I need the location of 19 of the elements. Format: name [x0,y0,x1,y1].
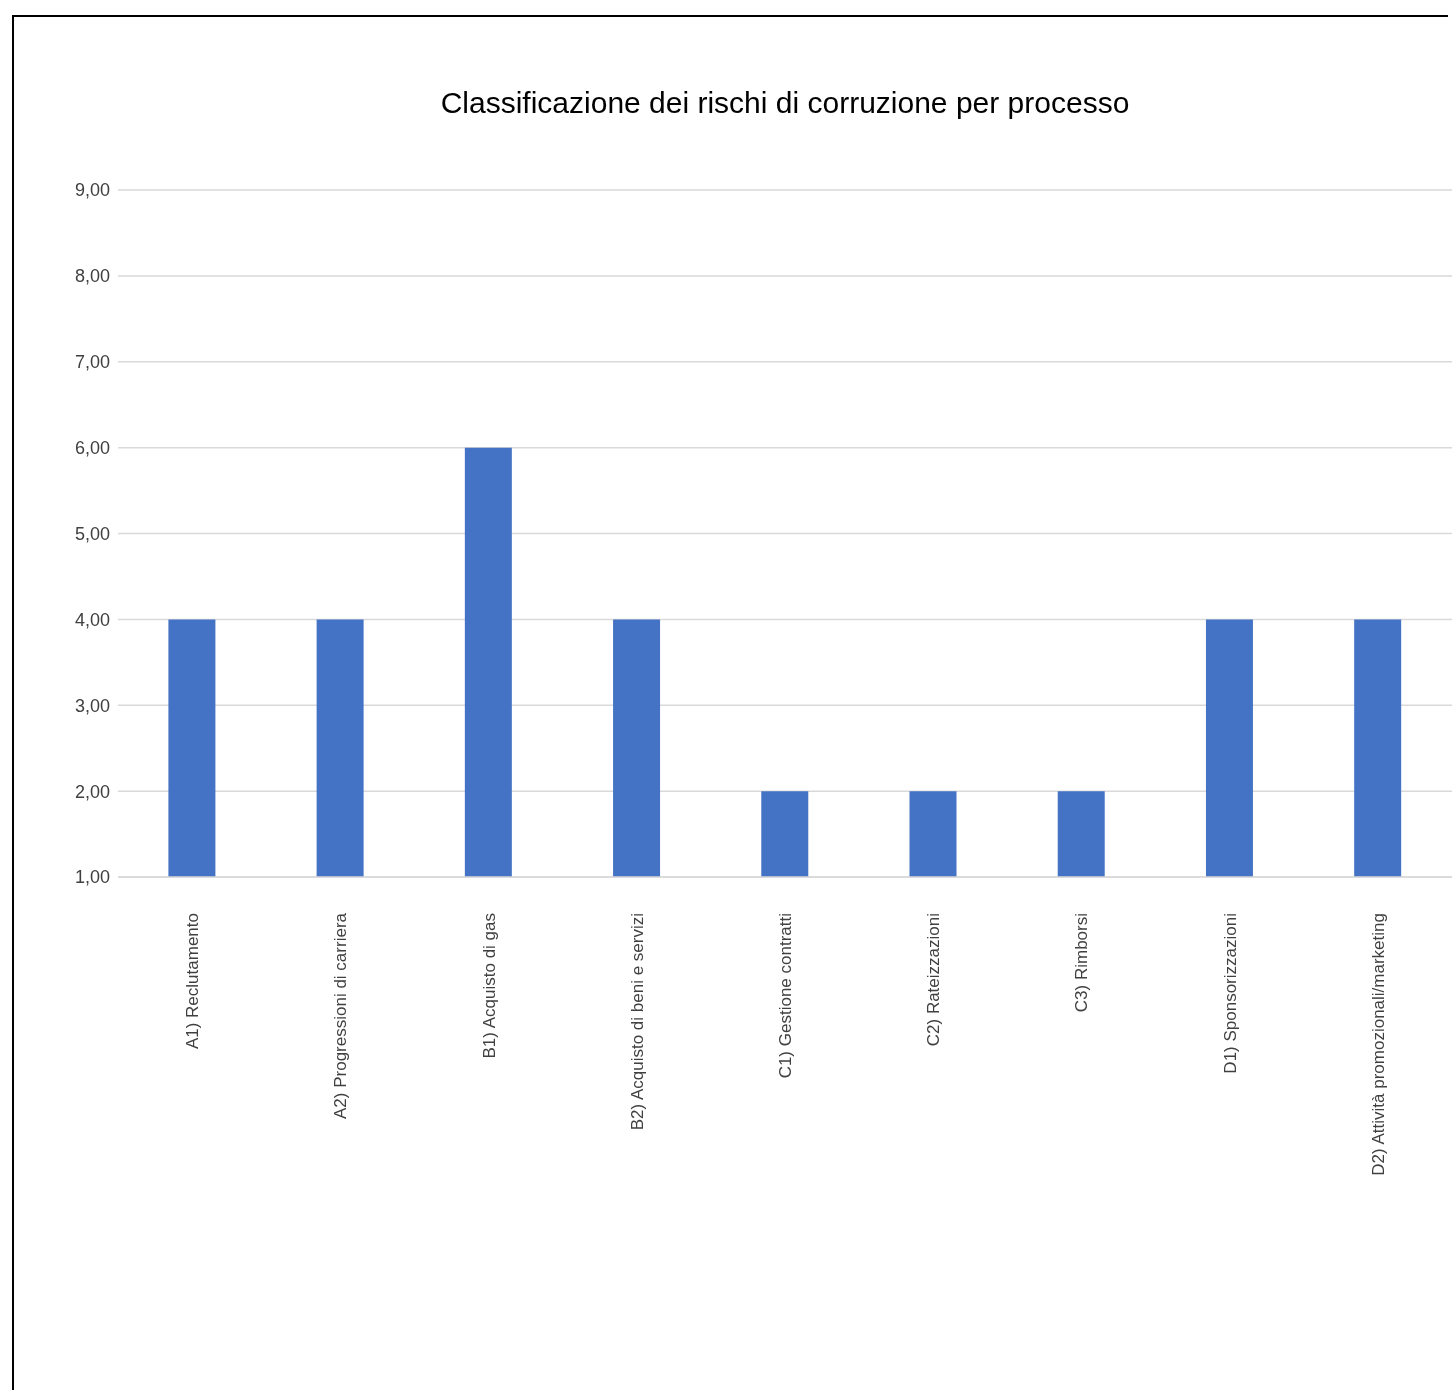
x-tick-label: C3) Rimborsi [1072,913,1092,1013]
y-tick-label: 5,00 [74,523,110,544]
y-tick-label: 1,00 [74,867,110,888]
x-tick-label: C2) Rateizzazioni [924,913,944,1047]
x-tick-label: A1) Reclutamento [183,913,203,1050]
y-tick-label: 8,00 [74,266,110,287]
x-tick-label: C1) Gestione contratti [776,913,795,1079]
y-tick-label: 3,00 [74,695,110,716]
y-tick-label: 4,00 [74,609,110,630]
y-tick-label: 2,00 [74,781,110,802]
x-tick-label: B1) Acquisto di gas [479,913,499,1059]
chart-title: Classificazione dei rischi di corruzione per processo [439,86,1131,120]
x-tick-label: B2) Acquisto di beni e servizi [627,913,647,1131]
x-tick-label: D1) Sponsorizzazioni [1220,913,1240,1074]
x-tick-label: A2) Progressioni di carriera [331,912,351,1119]
x-tick-label: D2) Attività promozionali/marketing [1368,913,1388,1176]
y-tick-label: 6,00 [74,438,110,459]
y-tick-label: 9,00 [74,180,110,201]
y-tick-label: 7,00 [74,352,110,373]
